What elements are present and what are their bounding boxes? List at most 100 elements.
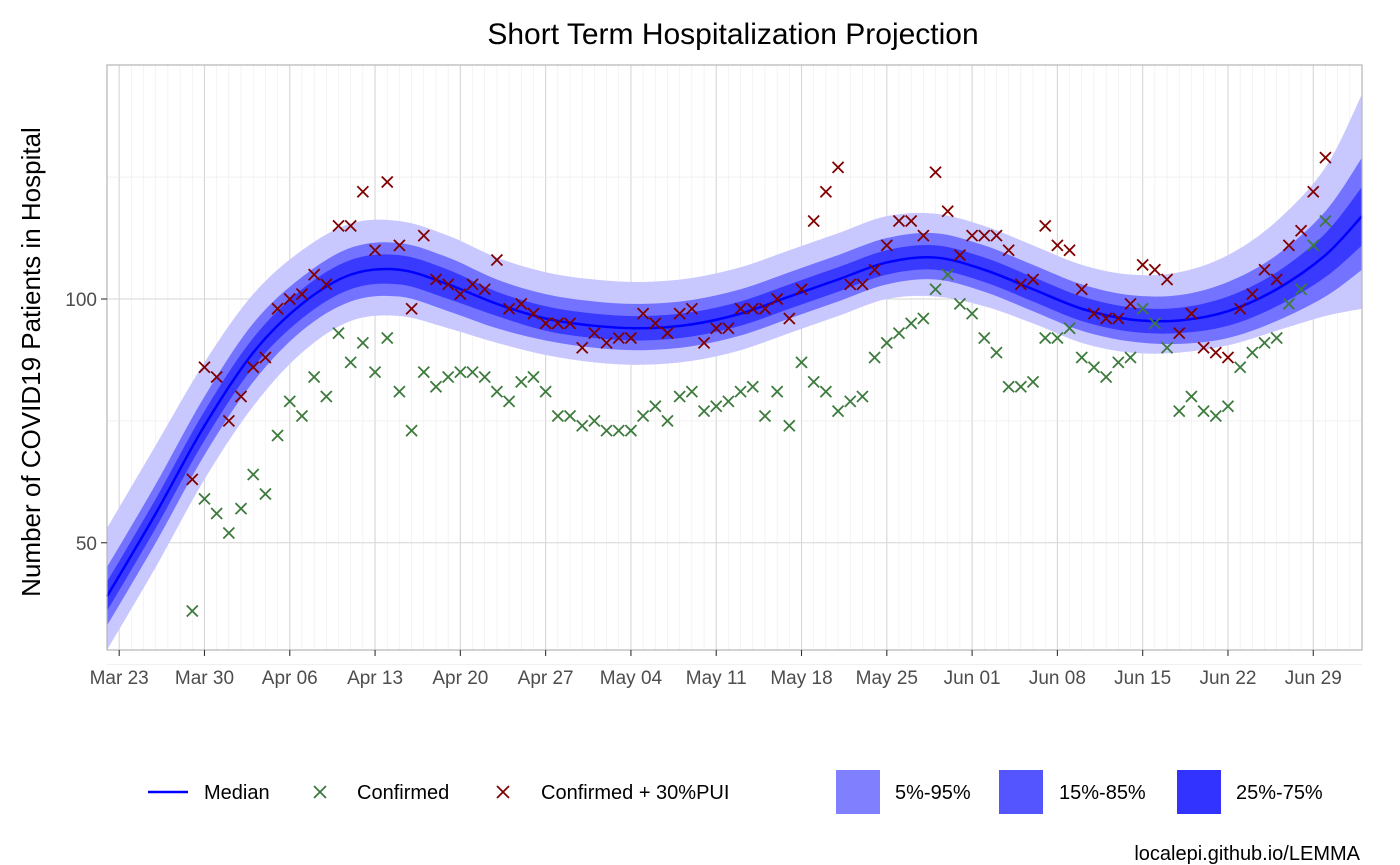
point-confirmed-pui — [1197, 341, 1210, 354]
point-confirmed — [1039, 331, 1052, 345]
point-confirmed — [905, 317, 918, 330]
point-confirmed-pui — [1221, 351, 1235, 364]
point-stroke — [746, 302, 759, 315]
point-stroke — [1173, 404, 1186, 418]
point-stroke — [807, 214, 820, 228]
point-confirmed-pui — [905, 214, 918, 228]
point-stroke — [295, 409, 309, 423]
x-tick-label: Apr 27 — [518, 668, 574, 689]
legend-label-band-5-95: 5%-95% — [895, 782, 971, 804]
point-confirmed-pui — [1063, 244, 1076, 257]
point-confirmed — [917, 312, 930, 325]
point-stroke — [1319, 151, 1332, 164]
point-stroke — [1136, 258, 1149, 272]
point-confirmed — [685, 385, 698, 398]
point-stroke — [332, 219, 345, 233]
point-stroke — [283, 395, 296, 408]
point-stroke — [965, 229, 979, 242]
point-stroke — [1148, 263, 1162, 276]
point-stroke — [710, 322, 723, 335]
point-stroke — [307, 370, 321, 384]
point-confirmed-pui — [856, 278, 869, 291]
point-stroke — [1307, 185, 1320, 198]
point-confirmed — [624, 424, 638, 437]
point-stroke — [429, 273, 443, 286]
point-stroke — [368, 244, 382, 257]
point-stroke — [1002, 380, 1015, 393]
point-confirmed — [247, 468, 260, 481]
legend: Median Confirmed Confirmed + 30%PUI 5%-9… — [148, 770, 1323, 814]
legend-key-confirmed — [313, 785, 327, 799]
point-confirmed-pui — [222, 414, 235, 428]
legend-key-band-5-95 — [836, 770, 880, 814]
point-confirmed — [661, 414, 674, 428]
point-stroke — [295, 287, 309, 301]
legend-cross-confirmed — [313, 785, 327, 799]
point-confirmed-pui — [1112, 312, 1125, 325]
point-confirmed-pui — [490, 253, 504, 267]
point-stroke — [819, 185, 833, 198]
point-stroke — [600, 336, 613, 350]
point-stroke — [1282, 239, 1296, 252]
point-confirmed-pui — [929, 166, 942, 179]
x-tick-label: Mar 30 — [175, 668, 234, 689]
point-confirmed — [807, 375, 820, 389]
grid — [106, 65, 1363, 665]
point-stroke — [210, 370, 223, 384]
point-confirmed — [697, 404, 711, 418]
x-tick-label: May 11 — [686, 668, 747, 689]
point-confirmed-pui — [1160, 273, 1174, 286]
point-confirmed-pui — [1014, 278, 1027, 291]
point-confirmed-pui — [697, 336, 711, 350]
point-confirmed-pui — [307, 268, 321, 281]
point-confirmed — [210, 507, 223, 520]
point-confirmed — [758, 409, 772, 423]
point-stroke — [1197, 404, 1210, 418]
point-stroke — [1234, 302, 1247, 315]
point-confirmed — [563, 409, 577, 423]
point-confirmed-pui — [722, 322, 735, 335]
point-stroke — [697, 404, 711, 418]
point-confirmed-pui — [1173, 326, 1186, 340]
point-confirmed-pui — [332, 219, 345, 233]
point-stroke — [1294, 283, 1308, 296]
point-stroke — [271, 302, 284, 315]
point-stroke — [1026, 375, 1040, 389]
point-stroke — [953, 297, 967, 311]
point-confirmed — [1282, 297, 1296, 311]
panel-border — [106, 64, 1363, 651]
point-stroke — [356, 185, 370, 198]
point-confirmed-pui — [466, 278, 479, 291]
point-stroke — [1294, 224, 1308, 237]
x-tick-label: Jun 15 — [1114, 668, 1171, 689]
point-confirmed — [1051, 331, 1064, 345]
point-stroke — [478, 370, 491, 384]
point-stroke — [1270, 331, 1283, 345]
point-stroke — [1026, 273, 1040, 286]
point-confirmed-pui — [978, 229, 991, 242]
point-stroke — [783, 419, 796, 432]
point-confirmed-pui — [612, 331, 625, 345]
point-stroke — [685, 385, 698, 398]
point-confirmed — [795, 356, 808, 369]
point-confirmed-pui — [381, 175, 394, 189]
point-confirmed-pui — [685, 302, 698, 315]
point-stroke — [722, 395, 735, 408]
point-stroke — [1136, 302, 1149, 315]
point-stroke — [710, 400, 723, 413]
point-confirmed-pui — [247, 361, 260, 374]
point-stroke — [917, 312, 930, 325]
point-confirmed-pui — [1282, 239, 1296, 252]
point-confirmed — [978, 331, 991, 345]
point-confirmed — [502, 395, 516, 408]
point-confirmed-pui — [1234, 302, 1247, 315]
chart-title: Short Term Hospitalization Projection — [487, 18, 978, 51]
point-stroke — [649, 400, 662, 413]
point-confirmed-pui — [819, 185, 833, 198]
point-stroke — [856, 278, 869, 291]
point-stroke — [1087, 307, 1101, 320]
point-confirmed — [929, 283, 942, 296]
point-stroke — [563, 317, 577, 330]
point-confirmed — [856, 390, 869, 403]
point-stroke — [502, 395, 516, 408]
